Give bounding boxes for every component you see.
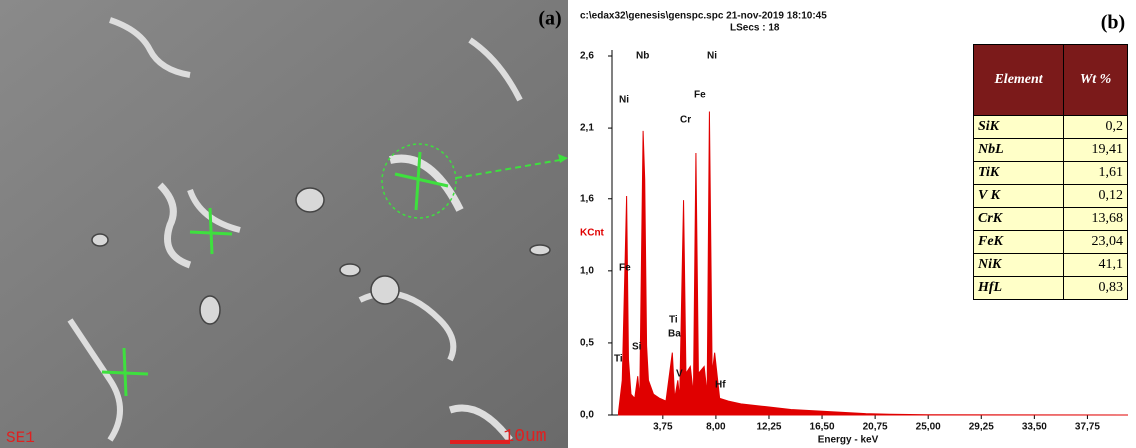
peak-label: Hf	[715, 380, 726, 391]
peak-label: Nb	[636, 51, 649, 62]
cell: 19,41	[1064, 139, 1128, 162]
x-tick-label: 29,25	[969, 422, 994, 433]
peak-label: Ni	[619, 95, 629, 106]
cell: 13,68	[1064, 208, 1128, 231]
cell: 41,1	[1064, 254, 1128, 277]
x-tick-label: 3,75	[653, 422, 673, 433]
cell: 1,61	[1064, 162, 1128, 185]
detector-label: SE1	[6, 429, 35, 447]
header: c:\edax32\genesis\genspc.spc 21-nov-2019…	[580, 11, 827, 22]
y-tick-label: 0,5	[580, 338, 594, 349]
cell: 0,83	[1064, 277, 1128, 300]
peak-label: Cr	[680, 115, 691, 126]
peak-label: Ti	[669, 315, 678, 326]
peak-label: Fe	[619, 263, 631, 274]
peak-label: Ni	[707, 51, 717, 62]
peak-label: Si	[632, 342, 642, 353]
x-tick-label: 25,00	[916, 422, 941, 433]
x-tick-label: 37,75	[1075, 422, 1100, 433]
y-tick-label: 2,6	[580, 51, 594, 62]
peak-label: Ba	[668, 329, 681, 340]
cell: NbL	[974, 139, 1064, 162]
panel-label: (a)	[538, 8, 561, 30]
x-tick-label: 8,00	[706, 422, 726, 433]
header-cell: Wt %	[1064, 45, 1128, 116]
y-tick-label: 1,6	[580, 193, 594, 204]
peak-label: Fe	[694, 90, 706, 101]
x-tick-label: 16,50	[810, 422, 835, 433]
y-tick-label: 0,0	[580, 410, 594, 421]
x-axis-label: Energy - keV	[818, 435, 879, 446]
cell: HfL	[974, 277, 1064, 300]
figure: (a) SE1 10um c:\edax32\genesis\genspc.sp…	[0, 0, 1136, 448]
cell: V K	[974, 185, 1064, 208]
y-axis-label: KCnt	[580, 228, 605, 239]
cell: CrK	[974, 208, 1064, 231]
cell: TiK	[974, 162, 1064, 185]
scale-label: 10um	[503, 427, 546, 447]
peak-label: V	[676, 369, 683, 380]
panel-label: (b)	[1101, 12, 1125, 34]
cell: 0,12	[1064, 185, 1128, 208]
y-tick-label: 1,0	[580, 265, 594, 276]
x-tick-label: 20,75	[863, 422, 888, 433]
header-cell: Element	[974, 45, 1064, 116]
peak-label: Ti	[614, 354, 623, 365]
subheader: LSecs : 18	[730, 23, 780, 34]
sem-image: (a) SE1 10um	[0, 0, 568, 448]
cell: SiK	[974, 116, 1064, 139]
y-tick-label: 2,1	[580, 123, 594, 134]
cell: 0,2	[1064, 116, 1128, 139]
x-tick-label: 12,25	[756, 422, 781, 433]
cell: NiK	[974, 254, 1064, 277]
cell: FeK	[974, 231, 1064, 254]
x-tick-label: 33,50	[1022, 422, 1047, 433]
page: {"image":{"label":"(a)","detector":"SE1"…	[0, 0, 1136, 448]
cell: 23,04	[1064, 231, 1128, 254]
